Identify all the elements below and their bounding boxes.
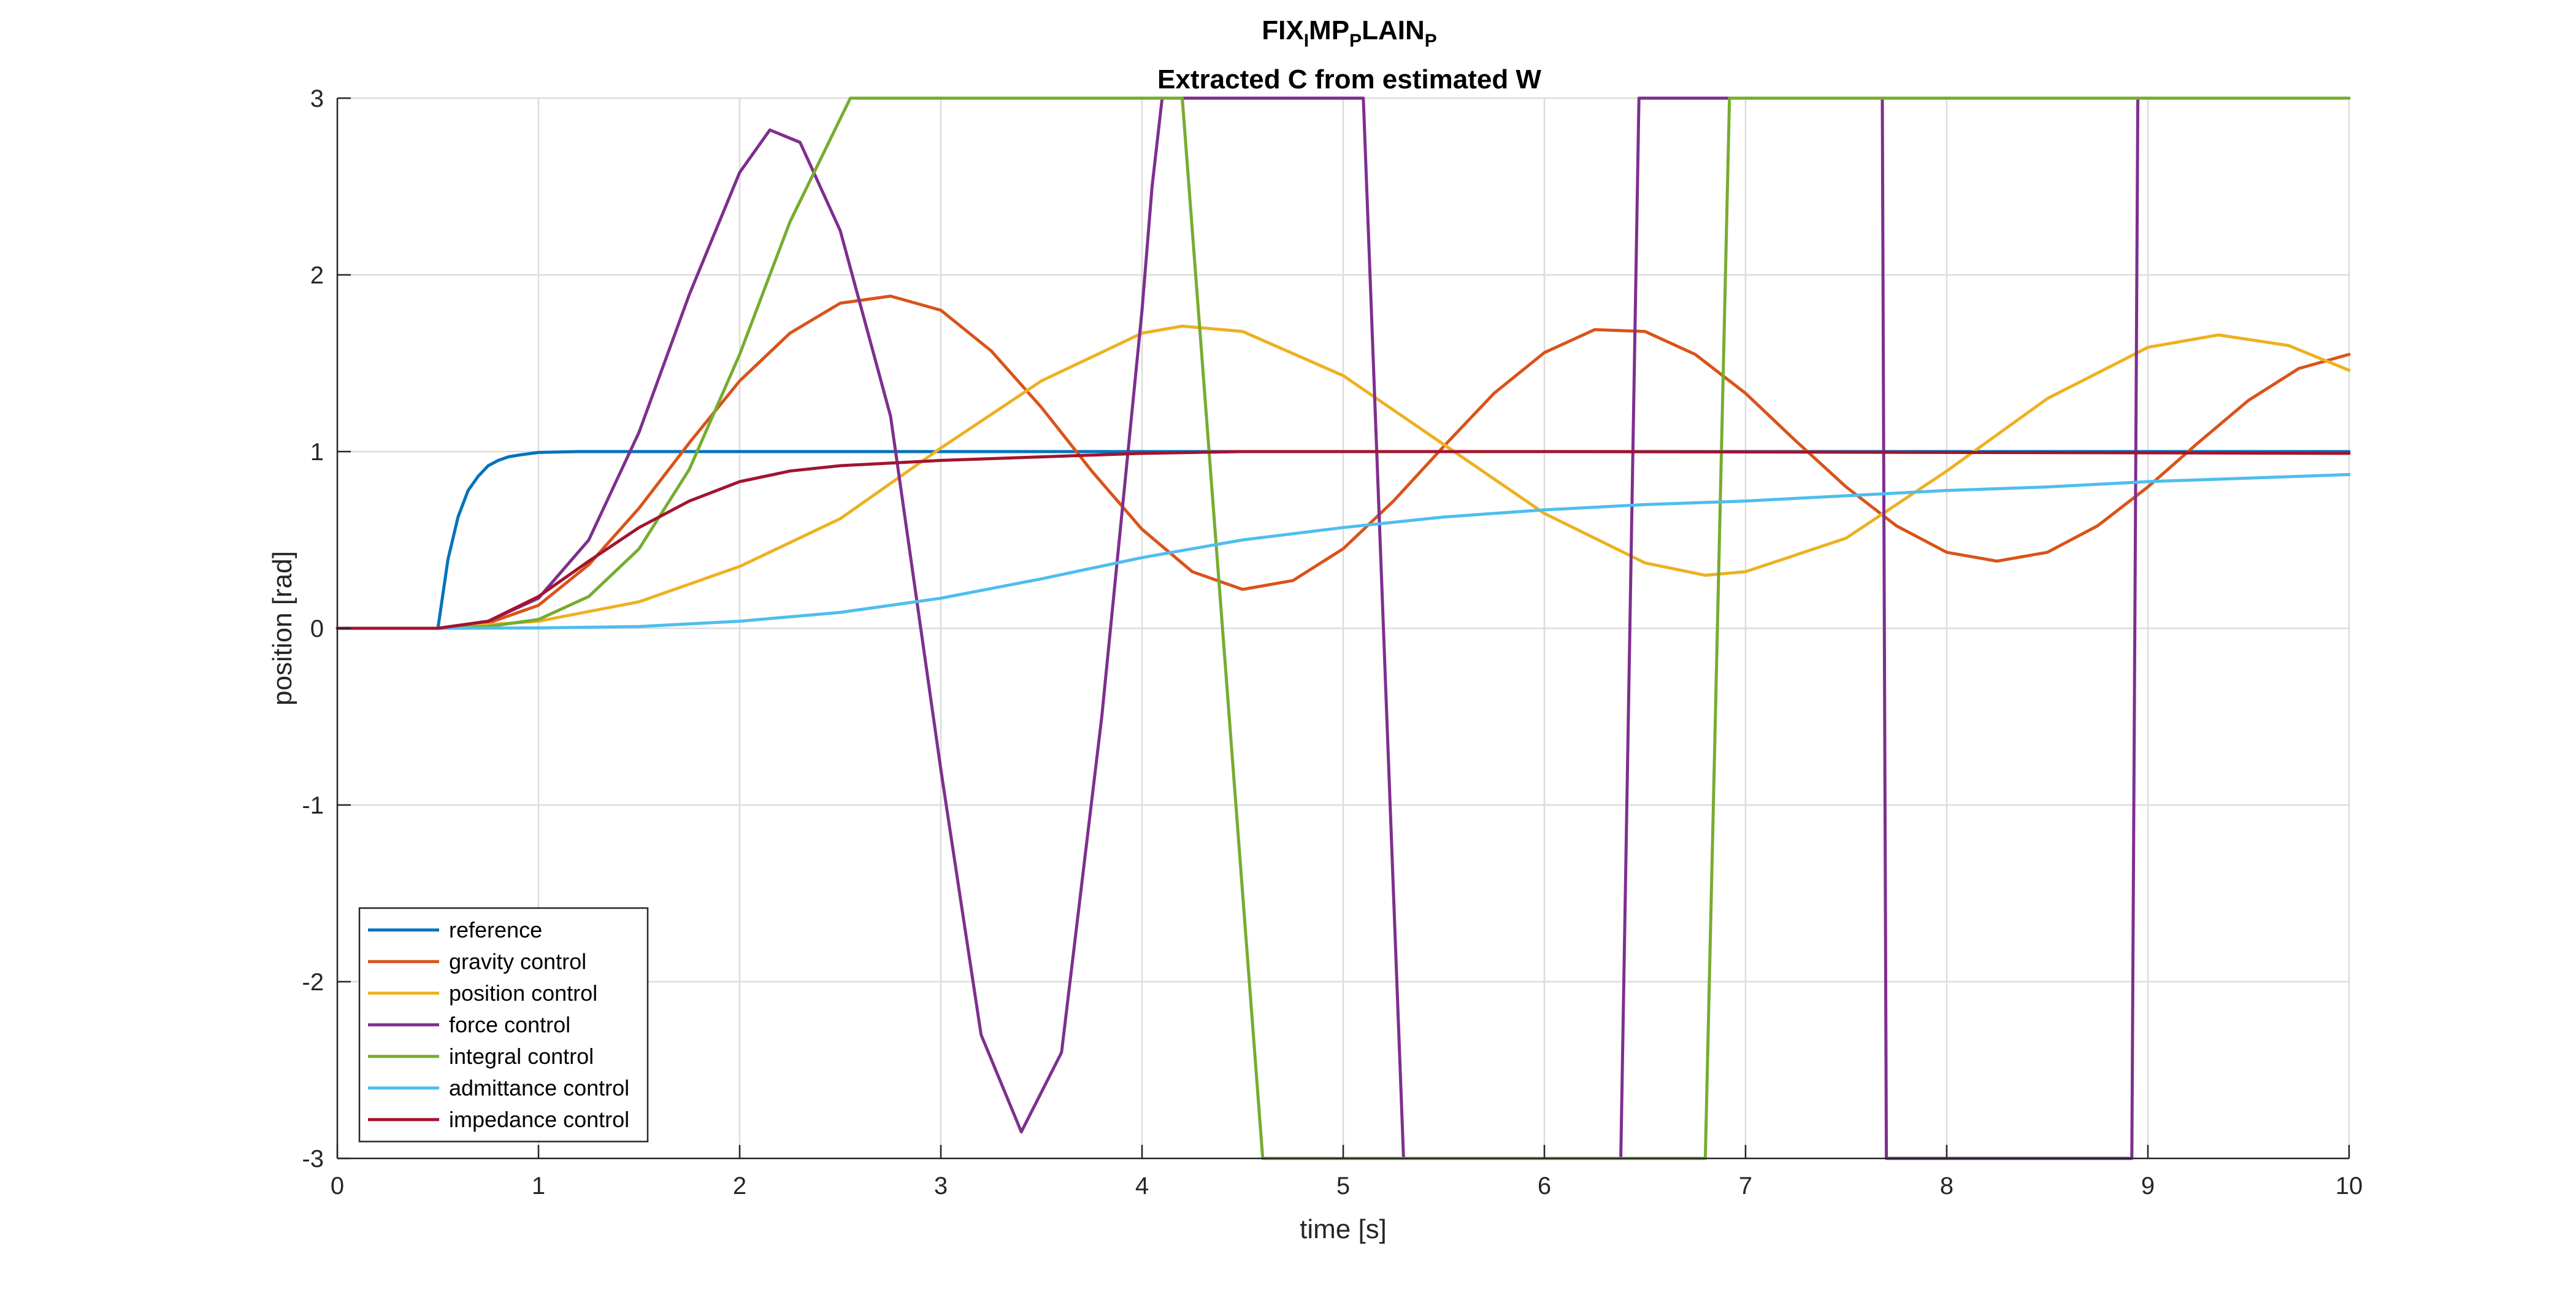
- chart-title: FIXIMPPLAINP: [1262, 15, 1436, 51]
- legend-label: impedance control: [449, 1107, 629, 1132]
- y-axis-ticks: -3 -2 -1 0 1 2 3: [302, 85, 351, 1173]
- y-tick-label: 1: [310, 439, 324, 466]
- x-tick-label: 6: [1538, 1173, 1551, 1200]
- series-group: [335, 96, 2351, 1160]
- plot-area: 0 1 2 3 4 5 6 7 8 9 10 -3 -2 -1 0 1 2 3: [302, 85, 2363, 1200]
- legend-label: position control: [449, 980, 597, 1006]
- title-segment: LAIN: [1362, 15, 1425, 45]
- legend-label: admittance control: [449, 1075, 629, 1100]
- series-line-impedance-control: [335, 450, 2351, 630]
- legend-label: gravity control: [449, 949, 586, 974]
- x-tick-label: 8: [1940, 1173, 1953, 1200]
- y-tick-label: -3: [302, 1146, 324, 1173]
- x-tick-label: 9: [2141, 1173, 2155, 1200]
- title-segment: MP: [1309, 15, 1349, 45]
- x-tick-label: 10: [2336, 1173, 2363, 1200]
- x-tick-label: 3: [934, 1173, 948, 1200]
- y-tick-label: -1: [302, 792, 324, 819]
- legend-label: integral control: [449, 1044, 594, 1069]
- x-axis-label: time [s]: [1300, 1214, 1387, 1244]
- title-segment: FIX: [1262, 15, 1303, 45]
- x-tick-label: 5: [1336, 1173, 1350, 1200]
- chart-subtitle: Extracted C from estimated W: [1157, 64, 1541, 94]
- x-tick-label: 4: [1135, 1173, 1149, 1200]
- legend-label: reference: [449, 917, 542, 942]
- y-tick-label: -2: [302, 969, 324, 996]
- y-tick-label: 2: [310, 262, 324, 289]
- title-subscript: P: [1349, 31, 1362, 51]
- y-axis-label: position [rad]: [267, 551, 297, 706]
- x-tick-label: 1: [532, 1173, 545, 1200]
- x-axis-ticks: 0 1 2 3 4 5 6 7 8 9 10: [331, 1145, 2363, 1200]
- x-tick-label: 2: [733, 1173, 746, 1200]
- title-subscript: I: [1304, 31, 1309, 51]
- x-tick-label: 0: [331, 1173, 344, 1200]
- legend-label: force control: [449, 1012, 570, 1037]
- series-line-position-control: [335, 325, 2351, 630]
- series-line-admittance-control: [335, 472, 2351, 630]
- y-tick-label: 0: [310, 615, 324, 642]
- x-tick-label: 7: [1739, 1173, 1752, 1200]
- y-tick-label: 3: [310, 85, 324, 112]
- legend: reference gravity control position control…: [358, 907, 649, 1142]
- title-subscript: P: [1425, 31, 1437, 51]
